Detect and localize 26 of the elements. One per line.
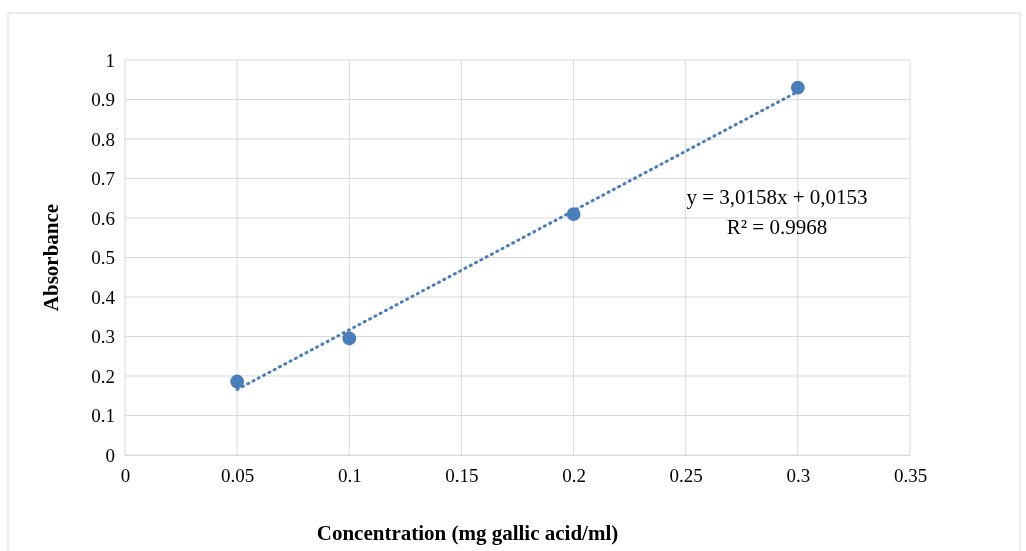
x-tick-label: 0.25 <box>669 465 703 487</box>
x-tick-label: 0 <box>120 465 131 487</box>
y-tick-label: 0.3 <box>91 326 115 348</box>
y-tick-label: 0.2 <box>91 365 115 387</box>
point <box>790 80 805 95</box>
point <box>342 331 357 346</box>
x-tick-label: 0.1 <box>337 465 362 487</box>
x-axis-title: Concentration (mg gallic acid/ml) <box>316 521 619 545</box>
x-tick-label: 0.3 <box>786 465 811 487</box>
point <box>230 374 245 389</box>
annotation: R² = 0.9968 <box>726 215 828 239</box>
y-tick-label: 0.1 <box>91 405 115 427</box>
x-tick-label: 0.35 <box>893 465 928 487</box>
annotation: y = 3,0158x + 0,0153 <box>686 185 868 209</box>
y-tick-label: 0.7 <box>91 168 115 190</box>
y-tick-label: 0.8 <box>91 128 115 150</box>
x-tick-label: 0.15 <box>445 465 479 487</box>
y-tick-label: 1 <box>105 49 115 71</box>
y-tick-label: 0.5 <box>91 247 115 269</box>
x-tick-label: 0.05 <box>221 465 255 487</box>
y-tick-label: 0.6 <box>91 207 115 229</box>
x-tick-label: 0.2 <box>562 465 586 487</box>
y-tick-label: 0 <box>105 444 115 466</box>
y-tick-label: 0.9 <box>91 89 115 111</box>
y-axis-title: Absorbance <box>39 203 63 312</box>
y-tick-label: 0.4 <box>91 286 116 308</box>
